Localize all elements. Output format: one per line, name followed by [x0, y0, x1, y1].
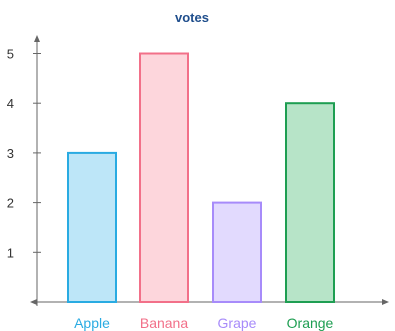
y-tick-label: 5: [7, 47, 14, 62]
x-axis-arrow-left-icon: [30, 299, 37, 305]
y-tick-label: 4: [7, 96, 14, 111]
bars: [67, 52, 335, 304]
x-labels: Apple Banana Grape Orange: [74, 315, 333, 331]
chart-title: votes: [175, 10, 209, 25]
bar-apple: [67, 151, 117, 303]
x-tick-label-banana: Banana: [140, 315, 188, 331]
y-axis-arrow-icon: [34, 35, 40, 42]
y-tick-label: 2: [7, 196, 14, 211]
x-tick-label-orange: Orange: [287, 315, 334, 331]
x-tick-label-apple: Apple: [74, 315, 110, 331]
x-axis-arrow-right-icon: [382, 299, 389, 305]
y-ticks: 1 2 3 4 5: [7, 47, 41, 260]
bar-orange: [285, 102, 335, 303]
x-tick-label-grape: Grape: [218, 315, 257, 331]
bar-grape: [212, 201, 262, 304]
bar-banana: [139, 52, 189, 303]
y-tick-label: 3: [7, 146, 14, 161]
y-tick-label: 1: [7, 245, 14, 260]
